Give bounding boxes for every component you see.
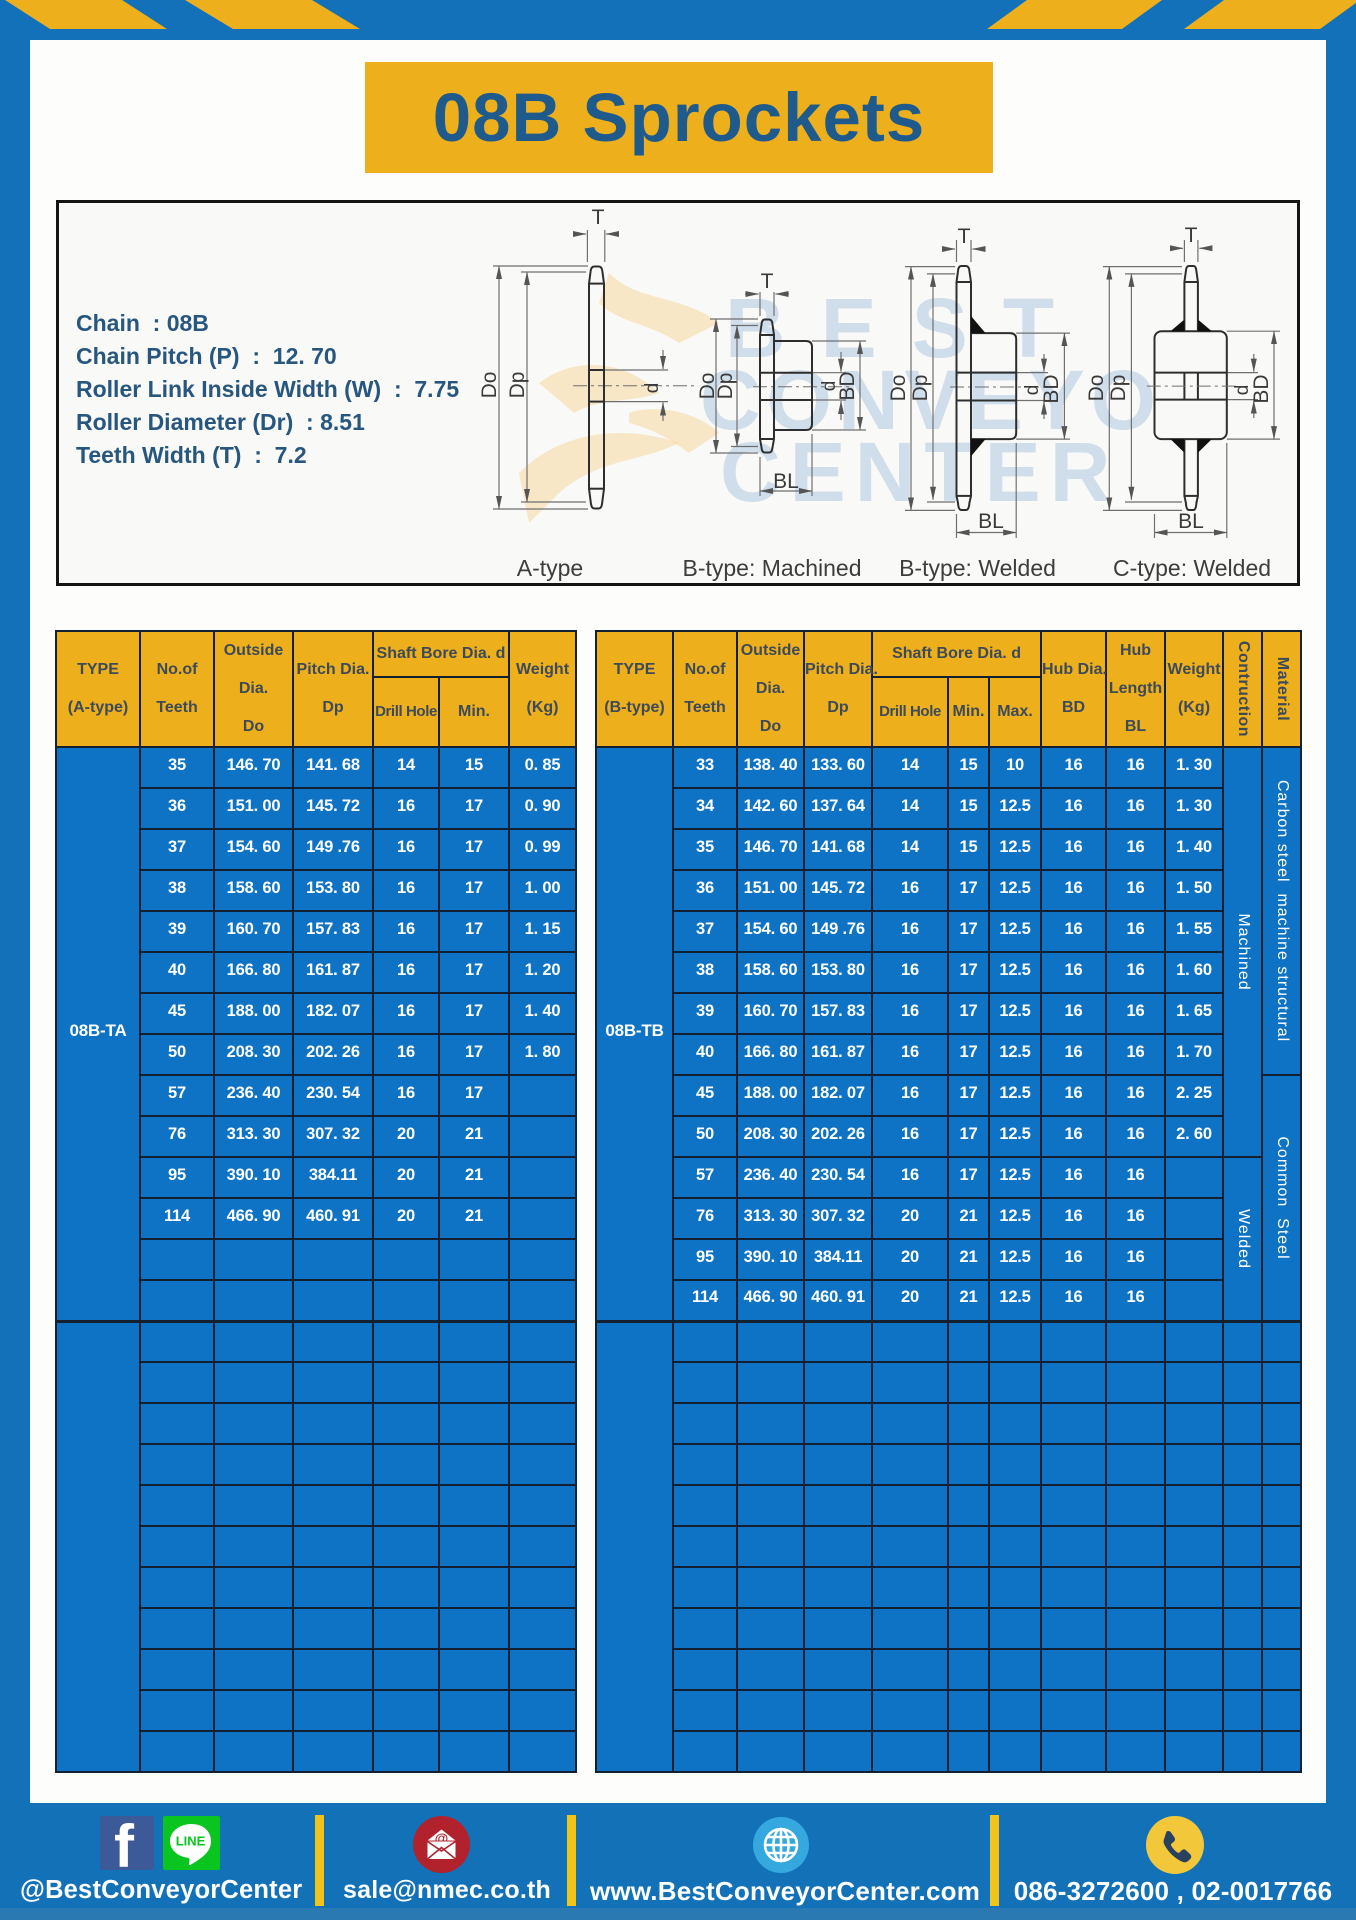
svg-text:Dp: Dp xyxy=(714,373,737,400)
svg-text:d: d xyxy=(1232,385,1253,396)
svg-text:T: T xyxy=(958,225,971,248)
svg-text:T: T xyxy=(761,270,774,293)
svg-text:Do: Do xyxy=(1085,375,1108,402)
svg-text:Do: Do xyxy=(887,375,910,402)
svg-text:LINE: LINE xyxy=(176,1834,206,1849)
svg-text:BL: BL xyxy=(978,510,1004,533)
svg-text:BL: BL xyxy=(1178,510,1204,533)
svg-text:Dp: Dp xyxy=(1107,375,1130,402)
svg-text:d: d xyxy=(819,381,840,392)
svg-text:Do: Do xyxy=(478,372,501,399)
svg-text:BD: BD xyxy=(836,371,859,400)
svg-text:d: d xyxy=(642,383,663,394)
svg-text:Dp: Dp xyxy=(506,372,529,399)
svg-text:d: d xyxy=(1022,385,1043,396)
svg-text:Dp: Dp xyxy=(909,375,932,402)
svg-text:T: T xyxy=(1185,224,1198,247)
svg-text:T: T xyxy=(592,206,605,229)
svg-text:BD: BD xyxy=(1040,374,1063,403)
svg-text:BL: BL xyxy=(773,470,799,493)
svg-text:Do: Do xyxy=(696,373,719,400)
svg-text:BD: BD xyxy=(1250,374,1273,403)
